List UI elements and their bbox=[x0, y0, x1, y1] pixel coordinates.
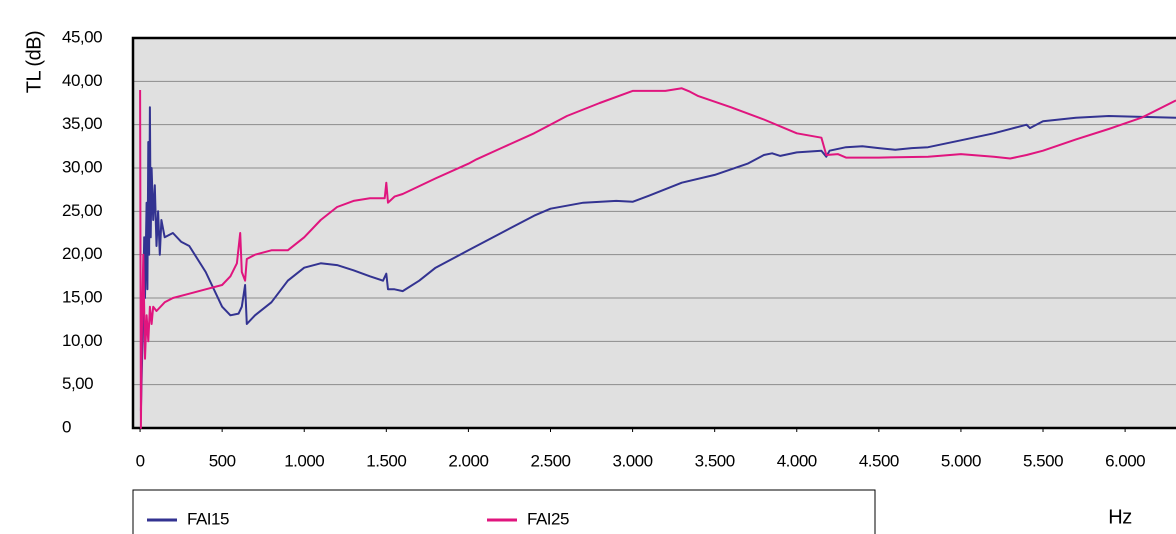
y-tick-label: 45,00 bbox=[62, 27, 102, 46]
y-axis-title: TL (dB) bbox=[23, 31, 45, 93]
y-tick-label: 30,00 bbox=[62, 157, 102, 176]
x-tick-label: 2.500 bbox=[530, 451, 570, 470]
legend-label: FAI25 bbox=[527, 509, 569, 528]
y-tick-label: 15,00 bbox=[62, 287, 102, 306]
legend-box bbox=[132, 489, 876, 534]
y-tick-label: 35,00 bbox=[62, 114, 102, 133]
x-tick-label: 500 bbox=[209, 451, 236, 470]
legend-label: FAI15 bbox=[187, 509, 229, 528]
series-line bbox=[139, 87, 1176, 429]
x-tick-label: 5.500 bbox=[1023, 451, 1063, 470]
y-tick-label: 25,00 bbox=[62, 201, 102, 220]
series-line bbox=[139, 106, 1176, 411]
x-tick-label: 3.000 bbox=[613, 451, 653, 470]
y-tick-label: 10,00 bbox=[62, 331, 102, 350]
y-tick-label: 0 bbox=[62, 417, 71, 436]
x-tick-label: 5.000 bbox=[941, 451, 981, 470]
x-tick-label: 0 bbox=[136, 451, 145, 470]
y-tick-label: 20,00 bbox=[62, 244, 102, 263]
x-tick-label: 2.000 bbox=[448, 451, 488, 470]
x-tick-label: 4.000 bbox=[777, 451, 817, 470]
x-tick-label: 1.500 bbox=[366, 451, 406, 470]
x-axis-title: Hz bbox=[1108, 506, 1131, 528]
x-tick-label: 3.500 bbox=[695, 451, 735, 470]
plot-border bbox=[131, 36, 1176, 430]
plot-area bbox=[133, 38, 1176, 428]
y-tick-label: 40,00 bbox=[62, 71, 102, 90]
x-tick-label: 4.500 bbox=[859, 451, 899, 470]
y-tick-label: 5,00 bbox=[62, 374, 93, 393]
x-tick-label: 1.000 bbox=[284, 451, 324, 470]
x-tick-label: 6.000 bbox=[1105, 451, 1145, 470]
